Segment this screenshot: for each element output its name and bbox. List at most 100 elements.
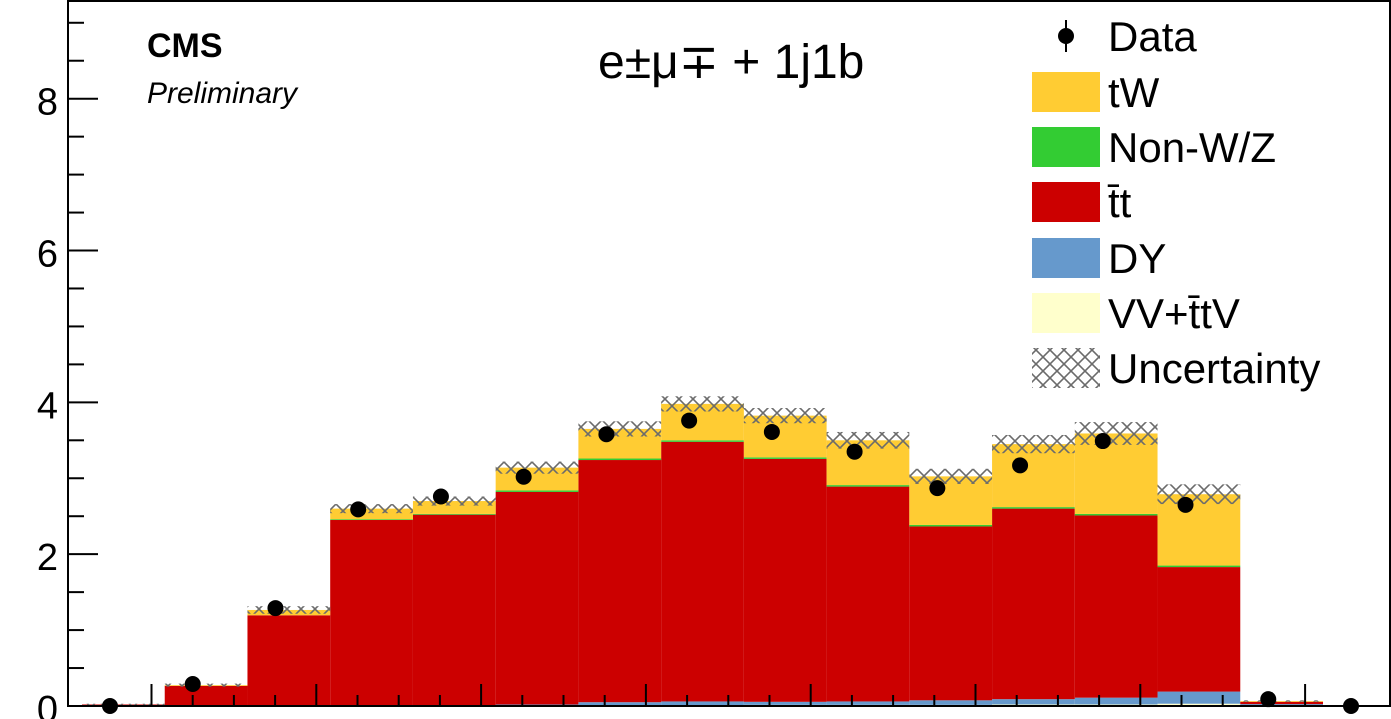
bar-dy-10 — [909, 700, 993, 705]
uncertainty-band-3 — [330, 504, 413, 514]
uncertainty-band-11 — [992, 434, 1075, 454]
data-point-10 — [929, 480, 946, 497]
legend-swatch-tw — [1032, 72, 1100, 112]
bar-tw-3 — [330, 508, 413, 520]
legend-label-4: DY — [1108, 235, 1166, 282]
legend-item-4: DY — [1032, 235, 1166, 282]
bar-tt-13 — [1157, 567, 1241, 692]
uncertainty-band-13 — [1157, 484, 1241, 505]
legend-item-1: tW — [1032, 69, 1160, 116]
y-tick-label-8: 8 — [37, 82, 58, 124]
data-points — [102, 412, 1359, 714]
stacked-bars — [82, 403, 1323, 706]
bar-tt-11 — [992, 508, 1075, 700]
bar-nonwz-3 — [330, 519, 413, 521]
uncertainty-band-0 — [82, 703, 165, 706]
uncertainty-band-14 — [1240, 700, 1323, 702]
data-point-1 — [184, 675, 201, 692]
bar-vv-13 — [1157, 703, 1241, 706]
legend-swatch-vv — [1032, 293, 1100, 333]
data-point-13 — [1177, 496, 1194, 513]
y-tick-label-2: 2 — [37, 537, 58, 579]
uncertainty-band-9 — [826, 431, 910, 449]
y-tick-label-6: 6 — [37, 234, 58, 276]
uncertainty-band-8 — [743, 408, 827, 424]
bar-tt-5 — [495, 491, 579, 705]
bar-dy-13 — [1157, 691, 1241, 704]
y-tick-label-4: 4 — [37, 385, 58, 427]
channel-label: e±μ∓ + 1j1b — [598, 36, 864, 89]
bar-nonwz-12 — [1074, 513, 1158, 516]
bar-nonwz-7 — [661, 440, 744, 442]
bar-nonwz-13 — [1157, 565, 1241, 568]
legend-item-2: Non-W/Z — [1032, 124, 1276, 171]
uncertainty-band-2 — [247, 606, 331, 614]
legend-label-6: Uncertainty — [1108, 345, 1320, 392]
bar-tt-9 — [826, 486, 910, 702]
data-point-8 — [763, 423, 780, 440]
bar-tt-2 — [247, 615, 331, 706]
uncertainty-band-6 — [578, 421, 662, 437]
bar-tt-3 — [330, 520, 413, 706]
uncertainty-band-10 — [909, 468, 993, 484]
bar-dy-6 — [578, 702, 662, 706]
y-tick-label-0: 0 — [37, 689, 58, 719]
legend-item-5: VV+t̄tV — [1032, 290, 1240, 337]
legend: Data tW Non-W/Z t̄t DY VV+t̄tV Uncertainty — [1032, 13, 1320, 392]
data-point-3 — [350, 501, 367, 518]
legend-swatch-dy — [1032, 238, 1100, 278]
legend-item-6: Uncertainty — [1032, 345, 1320, 392]
legend-label-3: t̄t — [1107, 179, 1131, 226]
data-point-5 — [515, 468, 532, 485]
bar-dy-7 — [661, 701, 744, 706]
uncertainty-band-5 — [495, 461, 579, 474]
bar-dy-8 — [743, 701, 827, 705]
legend-item-3: t̄t — [1032, 179, 1132, 226]
legend-swatch-nonwz — [1032, 127, 1100, 167]
data-point-12 — [1094, 433, 1111, 450]
bar-dy-12 — [1074, 697, 1158, 705]
axes: 0 2 4 6 8 — [37, 0, 1391, 719]
bar-tt-8 — [743, 458, 827, 702]
bar-dy-5 — [495, 704, 579, 706]
uncertainty-band-4 — [412, 496, 496, 506]
uncertainty-band-1 — [164, 683, 248, 687]
legend-label-1: tW — [1108, 69, 1160, 116]
bar-tt-10 — [909, 526, 993, 701]
preliminary-label: Preliminary — [147, 77, 299, 110]
legend-swatch-uncertainty — [1032, 348, 1100, 388]
data-point-2 — [267, 600, 284, 617]
legend-label-0: Data — [1108, 13, 1197, 60]
bar-nonwz-4 — [412, 513, 496, 515]
uncertainty-band-7 — [661, 396, 744, 412]
bar-dy-11 — [992, 699, 1075, 705]
legend-label-2: Non-W/Z — [1108, 124, 1276, 171]
bar-tt-4 — [412, 514, 496, 706]
bar-nonwz-5 — [495, 490, 579, 492]
bar-tw-11 — [992, 444, 1075, 508]
bar-tt-1 — [164, 685, 248, 706]
legend-item-0: Data — [1058, 13, 1197, 60]
uncertainty-band-12 — [1074, 422, 1158, 445]
legend-label-5: VV+t̄tV — [1108, 290, 1240, 337]
cms-label: CMS — [147, 27, 223, 65]
bar-tt-14 — [1240, 701, 1323, 705]
bar-tt-7 — [661, 441, 744, 702]
bar-nonwz-10 — [909, 524, 993, 527]
bar-nonwz-6 — [578, 458, 662, 461]
data-point-4 — [432, 488, 449, 505]
bar-tw-12 — [1074, 433, 1158, 514]
bar-tw-10 — [909, 476, 993, 525]
bar-nonwz-11 — [992, 507, 1075, 509]
data-point-11 — [1012, 457, 1029, 474]
bar-dy-14 — [1240, 704, 1323, 706]
bar-dy-9 — [826, 701, 910, 705]
legend-swatch-tt — [1032, 182, 1100, 222]
bar-tt-12 — [1074, 515, 1158, 698]
bar-nonwz-9 — [826, 485, 910, 487]
bar-nonwz-8 — [743, 457, 827, 459]
bar-tt-6 — [578, 460, 662, 703]
data-point-9 — [846, 443, 863, 460]
data-point-6 — [598, 426, 615, 443]
